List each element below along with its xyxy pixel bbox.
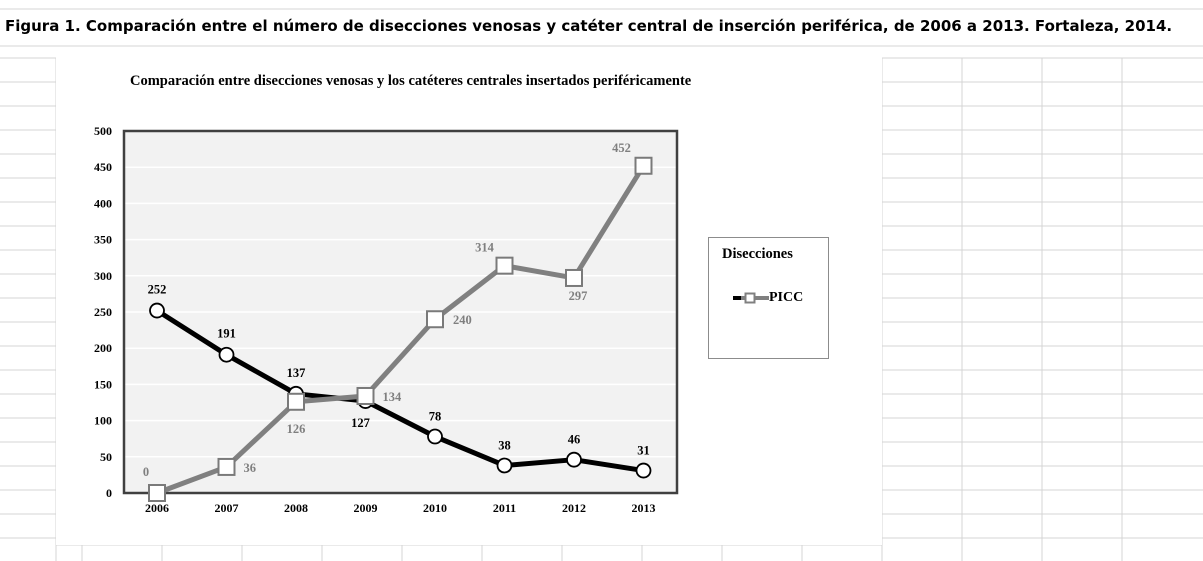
- point-disecciones: [566, 451, 582, 468]
- y-tick-label: 0: [106, 486, 112, 500]
- chart-plot: 0 50 100 150 200 250 300 350 400 450 500 2006 2007 20…: [94, 124, 679, 515]
- y-tick-label: 250: [94, 305, 112, 319]
- point-disecciones: [149, 302, 165, 319]
- plot-border: [122, 129, 679, 495]
- y-tick-label: 400: [94, 196, 112, 210]
- point-picc: [356, 386, 375, 405]
- point-picc: [634, 156, 653, 175]
- data-label-disecciones: 38: [498, 438, 511, 452]
- point-picc: [287, 392, 305, 411]
- point-picc: [148, 484, 166, 502]
- legend: Disecciones PICC: [708, 237, 829, 359]
- legend-label: PICC: [769, 290, 804, 305]
- point-picc: [217, 457, 236, 476]
- y-tick-label: 200: [94, 341, 112, 355]
- x-tick-label: 2009: [354, 501, 378, 515]
- data-label-picc: 36: [244, 461, 257, 475]
- y-tick-label: 150: [94, 377, 112, 391]
- x-tick-label: 2008: [284, 501, 308, 515]
- series-line-disecciones: [155, 308, 644, 474]
- data-label-disecciones: 252: [148, 283, 167, 297]
- data-label-picc: 297: [569, 289, 588, 303]
- data-label-picc: 126: [287, 422, 306, 436]
- data-label-disecciones: 46: [568, 433, 581, 447]
- point-disecciones: [427, 428, 443, 445]
- y-tick-label: 350: [94, 233, 112, 247]
- y-tick-label: 50: [100, 450, 112, 464]
- figure-caption: Figura 1. Comparación entre el número de…: [5, 17, 1177, 35]
- x-tick-label: 2007: [215, 501, 239, 515]
- data-label-picc: 0: [143, 465, 149, 479]
- point-disecciones: [635, 462, 652, 479]
- chart-title: Comparación entre disecciones venosas y …: [130, 73, 692, 89]
- legend-marker-icon: [733, 292, 769, 304]
- data-label-disecciones: 31: [637, 444, 650, 458]
- y-tick-label: 450: [94, 160, 112, 174]
- data-label-picc: 452: [612, 141, 631, 155]
- y-tick-label: 500: [94, 124, 112, 138]
- data-label-disecciones: 127: [351, 416, 370, 430]
- x-tick-label: 2013: [632, 501, 656, 515]
- point-disecciones: [496, 457, 513, 474]
- data-label-picc: 314: [475, 241, 495, 255]
- data-label-disecciones: 191: [217, 327, 236, 341]
- legend-title: Disecciones: [722, 246, 793, 262]
- x-tick-label: 2010: [423, 501, 447, 515]
- point-picc: [495, 256, 514, 275]
- chart-area[interactable]: 0 50 100 150 200 250 300 350 400 450 500 2006 2007 20…: [56, 58, 882, 545]
- point-picc: [565, 268, 583, 287]
- x-tick-label: 2006: [145, 501, 169, 515]
- data-label-picc: 240: [453, 313, 472, 327]
- y-tick-label: 300: [94, 269, 112, 283]
- point-disecciones: [218, 346, 235, 363]
- point-picc: [426, 310, 444, 329]
- data-label-picc: 134: [383, 390, 403, 404]
- series-line-picc: [156, 164, 646, 496]
- x-tick-label: 2011: [493, 501, 516, 515]
- x-tick-label: 2012: [562, 501, 586, 515]
- data-label-disecciones: 78: [429, 410, 442, 424]
- y-tick-label: 100: [94, 414, 112, 428]
- data-label-disecciones: 137: [287, 366, 306, 380]
